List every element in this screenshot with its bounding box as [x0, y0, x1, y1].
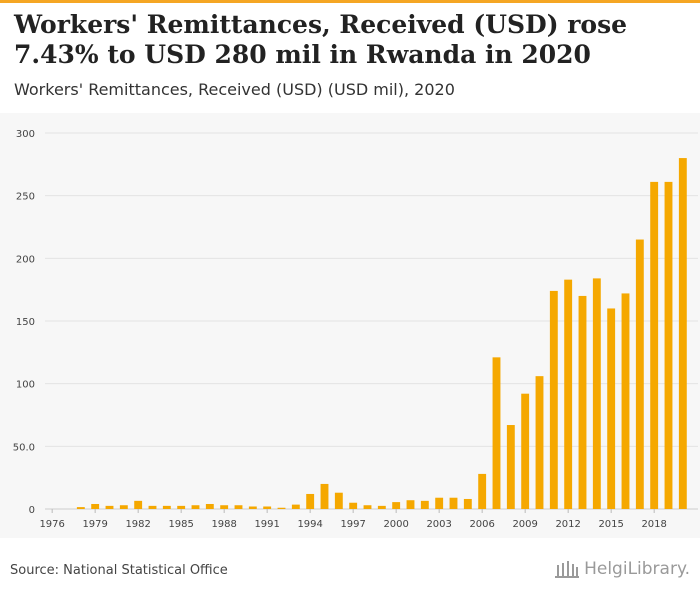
x-tick-label: 1976 — [39, 519, 64, 530]
bar-1989 — [234, 505, 243, 509]
y-tick-label: 50.0 — [13, 442, 35, 453]
bar-2018 — [650, 181, 659, 509]
chart-subtitle: Workers' Remittances, Received (USD) (US… — [14, 80, 455, 99]
bar-1987 — [205, 503, 214, 509]
x-tick-label: 1994 — [297, 519, 322, 530]
bar-1998 — [363, 505, 372, 509]
x-tick-label: 1985 — [168, 519, 193, 530]
bar-2004 — [449, 497, 458, 509]
bar-1994 — [306, 493, 315, 509]
bar-2001 — [406, 500, 415, 509]
chart-title: Workers' Remittances, Received (USD) ros… — [14, 10, 628, 69]
bar-2012 — [564, 279, 573, 509]
x-tick-label: 1979 — [82, 519, 107, 530]
bar-2017 — [635, 239, 644, 509]
bar-2003 — [435, 497, 444, 509]
bar-1980 — [105, 505, 114, 509]
bar-1995 — [320, 483, 329, 509]
y-tick-label: 150 — [16, 317, 35, 328]
bar-1978 — [76, 507, 85, 509]
x-tick-label: 2015 — [598, 519, 623, 530]
bar-1997 — [349, 502, 358, 509]
x-tick-label: 1991 — [254, 519, 279, 530]
bar-2019 — [664, 181, 673, 509]
bar-1986 — [191, 505, 200, 509]
library-building-icon — [555, 561, 580, 578]
bar-1982 — [134, 500, 143, 509]
bar-2011 — [549, 290, 558, 509]
y-tick-label: 300 — [16, 129, 35, 140]
y-tick-label: 250 — [16, 192, 35, 203]
bar-2016 — [621, 293, 630, 509]
helgi-library-logo: HelgiLibrary. — [554, 559, 690, 579]
bar-1983 — [148, 505, 157, 509]
bar-1981 — [119, 505, 128, 509]
bar-2010 — [535, 376, 544, 509]
logo-text: HelgiLibrary. — [584, 559, 690, 579]
x-tick-label: 2018 — [641, 519, 666, 530]
bar-1992 — [277, 507, 286, 509]
x-tick-label: 1988 — [211, 519, 236, 530]
x-tick-label: 1982 — [125, 519, 150, 530]
bar-1999 — [377, 505, 386, 509]
bar-1984 — [162, 505, 171, 509]
bar-1993 — [291, 504, 300, 509]
bar-2020 — [678, 158, 687, 510]
y-tick-label: 0 — [29, 505, 35, 516]
x-tick-label: 2000 — [383, 519, 408, 530]
bar-2013 — [578, 295, 587, 509]
source-note: Source: National Statistical Office — [10, 563, 228, 578]
y-tick-label: 100 — [16, 380, 35, 391]
bar-2002 — [420, 500, 429, 509]
accent-bar — [0, 0, 700, 3]
bar-2000 — [392, 502, 401, 509]
bar-1985 — [177, 505, 186, 509]
bar-2009 — [521, 393, 530, 509]
x-tick-label: 1997 — [340, 519, 365, 530]
bar-2006 — [478, 473, 487, 509]
x-tick-label: 2003 — [426, 519, 451, 530]
bar-1996 — [334, 492, 343, 509]
y-tick-label: 200 — [16, 254, 35, 265]
bar-1979 — [91, 503, 100, 509]
bar-2015 — [607, 308, 616, 509]
bar-chart: 0 50.0 100 150 200 250 300 1976 1979 1982 1985 1988… — [13, 129, 698, 530]
x-tick-label: 2006 — [469, 519, 494, 530]
bar-2007 — [492, 357, 501, 509]
x-tick-label: 2009 — [512, 519, 537, 530]
bar-2014 — [592, 278, 601, 509]
x-tick-label: 2012 — [555, 519, 580, 530]
bar-1991 — [263, 506, 272, 509]
bar-1988 — [220, 505, 229, 509]
bar-2008 — [506, 425, 515, 509]
bar-2005 — [463, 498, 472, 509]
bar-1990 — [248, 506, 257, 509]
